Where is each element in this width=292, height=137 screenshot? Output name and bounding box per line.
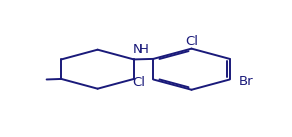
Text: N: N	[133, 43, 143, 56]
Text: Br: Br	[238, 75, 253, 88]
Text: Cl: Cl	[185, 35, 198, 48]
Text: Cl: Cl	[132, 76, 145, 89]
Text: H: H	[139, 43, 149, 56]
